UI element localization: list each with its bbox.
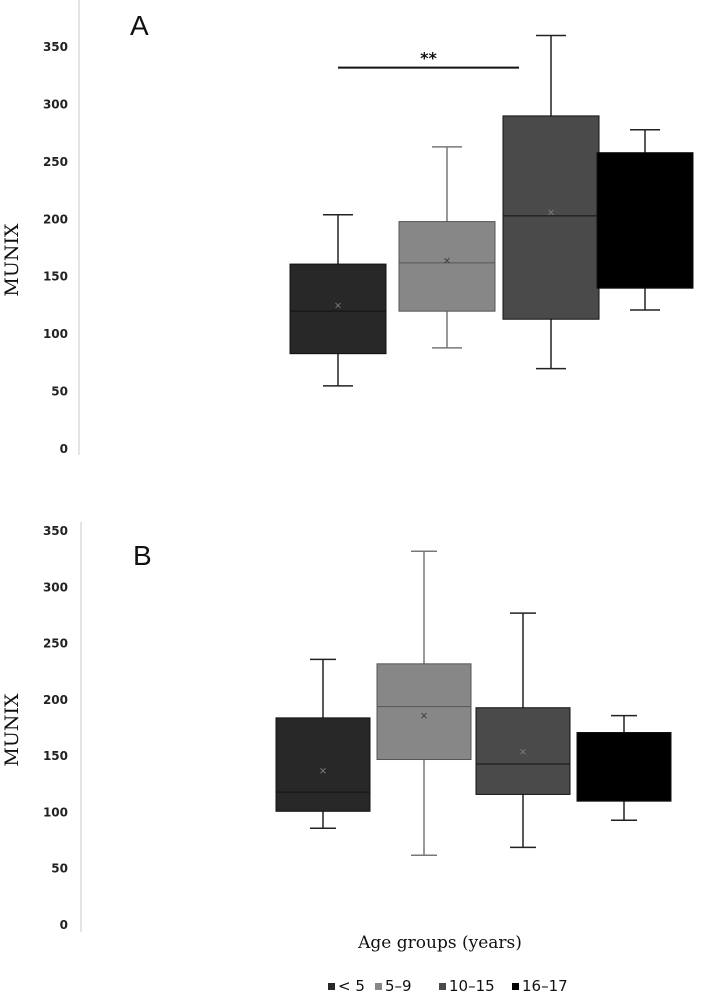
iqr-box (596, 152, 694, 289)
box-group (596, 128, 694, 311)
iqr-box (576, 732, 672, 802)
legend-item: 5–9 (375, 977, 412, 995)
panel-a: 0 50 100 150 200 250 300 350 A MUNIX ** (1, 0, 694, 456)
y-tick-label: 100 (43, 805, 68, 819)
box-group (275, 658, 371, 829)
box-group (502, 34, 600, 370)
panel-letter: B (133, 540, 152, 571)
box-group (289, 213, 387, 387)
mean-marker (335, 302, 341, 309)
mean-marker (444, 257, 450, 264)
x-axis-label: Age groups (years) (357, 933, 522, 953)
legend-label: 5–9 (385, 977, 412, 995)
y-tick-label: 300 (43, 97, 68, 111)
y-tick-label: 0 (60, 442, 68, 456)
y-tick-label: 50 (51, 385, 68, 399)
y-tick-label: 0 (60, 918, 68, 932)
y-tick-label: 250 (43, 637, 68, 651)
legend-item: 10–15 (439, 977, 495, 995)
panel-letter: A (130, 10, 149, 41)
iqr-box (398, 221, 496, 312)
mean-marker (548, 209, 554, 216)
iqr-box (502, 115, 600, 320)
legend-label: 10–15 (449, 977, 495, 995)
y-tick-label: 50 (51, 862, 68, 876)
y-axis-label: MUNIX (1, 223, 23, 297)
box-group (376, 550, 472, 856)
y-tick-label: 250 (43, 155, 68, 169)
y-tick-label: 100 (43, 327, 68, 341)
box-group (475, 612, 571, 849)
legend-label: 16–17 (522, 977, 568, 995)
y-axis-label: MUNIX (1, 693, 23, 767)
legend-item: < 5 (328, 977, 365, 995)
box-group (398, 146, 496, 349)
y-tick-label: 350 (43, 524, 68, 538)
y-tick-label: 150 (43, 270, 68, 284)
legend-swatch (512, 983, 519, 990)
mean-marker (320, 767, 326, 774)
legend-label: < 5 (338, 977, 365, 995)
legend: < 5 5–9 10–15 16–17 (328, 977, 568, 995)
y-tick-label: 300 (43, 580, 68, 594)
box-group (576, 714, 672, 822)
legend-item: 16–17 (512, 977, 568, 995)
y-tick-label: 200 (43, 693, 68, 707)
y-tick-label: 150 (43, 749, 68, 763)
y-tick-label: 200 (43, 212, 68, 226)
significance-label: ** (420, 49, 437, 68)
legend-swatch (439, 983, 446, 990)
mean-marker (520, 748, 526, 755)
mean-marker (421, 712, 427, 719)
y-tick-label: 350 (43, 40, 68, 54)
legend-swatch (375, 983, 382, 990)
legend-swatch (328, 983, 335, 990)
iqr-box (376, 663, 472, 761)
panel-b: 0 50 100 150 200 250 300 350 B MUNIX (1, 522, 672, 932)
iqr-box (275, 717, 371, 812)
iqr-box (289, 263, 387, 355)
